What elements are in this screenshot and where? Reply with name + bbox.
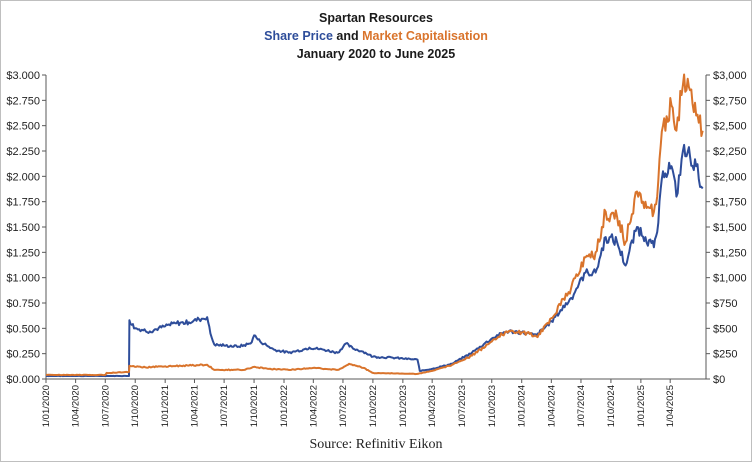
y-left-tick-label: $3.000: [6, 70, 40, 82]
x-tick-label: 1/04/2025: [665, 385, 676, 427]
y-left-tick-label: $1.750: [6, 197, 40, 209]
y-left-tick-label: $0.500: [6, 323, 40, 335]
y-left-tick-label: $2.500: [6, 121, 40, 133]
y-right-tick-label: $3,000: [713, 70, 747, 82]
x-tick-label: 1/07/2024: [576, 385, 587, 427]
x-tick-label: 1/07/2020: [100, 385, 111, 427]
y-right-tick-label: $500: [713, 323, 737, 335]
y-left-tick-label: $0.250: [6, 349, 40, 361]
chart-title: Spartan Resources: [319, 11, 433, 25]
y-right-tick-label: $2,000: [713, 171, 747, 183]
y-right-tick-label: $1,250: [713, 247, 747, 259]
chart-source: Source: Refinitiv Eikon: [309, 437, 443, 452]
y-left-tick-label: $0.000: [6, 374, 40, 386]
y-left-tick-label: $2.750: [6, 95, 40, 107]
x-tick-label: 1/04/2021: [189, 385, 200, 427]
x-tick-label: 1/07/2021: [219, 385, 230, 427]
y-left-tick-label: $0.750: [6, 298, 40, 310]
chart-subtitle: Share Price and Market Capitalisation: [0, 29, 752, 43]
x-tick-label: 1/10/2021: [249, 385, 260, 427]
y-right-tick-label: $1,750: [713, 197, 747, 209]
y-left-tick-label: $2.250: [6, 146, 40, 158]
series-line-market-cap: [46, 73, 704, 377]
y-right-tick-label: $1,500: [713, 222, 747, 234]
x-tick-label: 1/01/2023: [398, 385, 409, 427]
x-tick-label: 1/01/2022: [279, 385, 290, 427]
x-tick-label: 1/10/2023: [487, 385, 498, 427]
series-line-share-price: [46, 143, 704, 378]
x-tick-label: 1/07/2022: [338, 385, 349, 427]
y-left-tick-label: $2.000: [6, 171, 40, 183]
x-tick-label: 1/10/2022: [368, 385, 379, 427]
y-right-tick-label: $2,750: [713, 95, 747, 107]
x-tick-label: 1/10/2024: [606, 385, 617, 427]
y-right-tick-label: $750: [713, 298, 737, 310]
subtitle-market-cap: Market Capitalisation: [362, 29, 488, 43]
y-left-tick-label: $1.250: [6, 247, 40, 259]
x-tick-label: 1/04/2023: [427, 385, 438, 427]
y-left-tick-label: $1.000: [6, 273, 40, 285]
y-right-tick-label: $250: [713, 349, 737, 361]
subtitle-share-price: Share Price: [264, 29, 333, 43]
y-right-tick-label: $2,250: [713, 146, 747, 158]
x-tick-label: 1/01/2025: [636, 385, 647, 427]
subtitle-joiner: and: [336, 29, 359, 43]
y-right-tick-label: $0: [713, 374, 725, 386]
chart-date-range: January 2020 to June 2025: [296, 47, 456, 61]
x-tick-label: 1/07/2023: [457, 385, 468, 427]
x-tick-label: 1/01/2024: [517, 385, 528, 427]
x-tick-label: 1/10/2020: [130, 385, 141, 427]
y-left-tick-label: $1.500: [6, 222, 40, 234]
x-tick-label: 1/04/2022: [308, 385, 319, 427]
x-tick-label: 1/01/2020: [41, 385, 52, 427]
x-tick-label: 1/04/2024: [546, 385, 557, 427]
x-tick-label: 1/04/2020: [71, 385, 82, 427]
x-tick-label: 1/01/2021: [160, 385, 171, 427]
y-right-tick-label: $1,000: [713, 273, 747, 285]
y-right-tick-label: $2,500: [713, 121, 747, 133]
